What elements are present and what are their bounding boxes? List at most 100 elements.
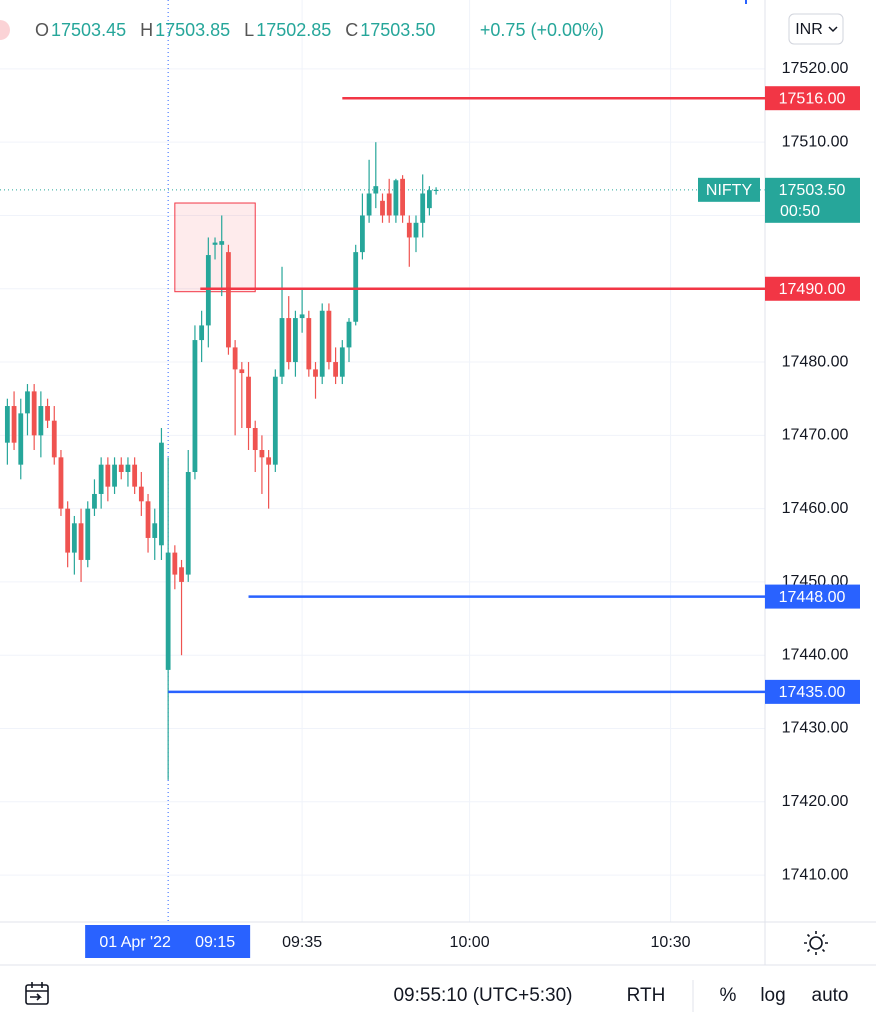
candle-body	[400, 178, 405, 216]
candle-body	[293, 318, 298, 363]
candle-body	[152, 523, 158, 538]
candle-body	[118, 464, 124, 472]
ohlc-key: L	[244, 20, 254, 40]
percent-toggle[interactable]: %	[720, 985, 737, 1006]
candle-body	[426, 190, 432, 209]
price-label-box	[765, 679, 860, 704]
candle-body	[299, 314, 305, 319]
candle-body	[205, 255, 211, 326]
candle-body	[25, 391, 30, 414]
y-tick-label: 17470.00	[782, 427, 849, 444]
candle-body	[279, 318, 285, 377]
candle-body	[85, 508, 91, 560]
candle-body	[239, 369, 245, 374]
candle-body	[45, 406, 50, 421]
symbol-label: NIFTY	[706, 182, 753, 199]
ohlc-key: H	[140, 20, 153, 40]
candle-body	[31, 391, 37, 436]
candle-body	[413, 222, 419, 238]
candle-body	[92, 493, 97, 509]
candle-body	[18, 413, 24, 465]
ohlc-value: 17503.45	[51, 20, 126, 40]
price-label: 17435.00	[779, 684, 846, 701]
candle-body	[51, 420, 57, 458]
currency[interactable]: INR	[795, 21, 823, 38]
candle-body	[212, 242, 218, 245]
candle-body	[266, 457, 272, 465]
candle-body	[78, 523, 84, 560]
price-label-box	[765, 584, 860, 609]
candle-body	[272, 376, 278, 465]
session[interactable]: RTH	[627, 985, 666, 1006]
x-tick-label: 09:35	[282, 934, 322, 951]
candle-body	[185, 471, 191, 575]
candle-body	[11, 406, 17, 443]
candle-body	[199, 325, 205, 341]
candle-body	[326, 310, 332, 363]
price-label: 17516.00	[779, 90, 846, 107]
candle-body	[159, 442, 164, 546]
candle-body	[346, 321, 352, 348]
last-price-box	[765, 177, 860, 223]
currency-button[interactable]	[788, 13, 844, 45]
candle-body	[38, 406, 44, 436]
ohlc-key: C	[345, 20, 358, 40]
candle-body	[366, 193, 372, 216]
crosshair-label-box	[85, 925, 251, 958]
y-tick-label: 17520.00	[782, 60, 849, 77]
log-toggle[interactable]: log	[760, 985, 785, 1006]
price-label-box	[765, 276, 860, 301]
price-label: 17490.00	[779, 281, 846, 298]
x-tick-label: 10:00	[450, 934, 490, 951]
ohlc-key: O	[35, 20, 49, 40]
y-tick-label: 17440.00	[782, 646, 849, 663]
y-tick-label: 17480.00	[782, 353, 849, 370]
candle-body	[306, 318, 312, 370]
candle-body	[145, 501, 151, 538]
candle-body	[313, 369, 318, 377]
candle-body	[420, 193, 426, 223]
candle-body	[58, 457, 64, 509]
crosshair-date: 01 Apr '22	[99, 934, 171, 951]
candle-body	[226, 252, 231, 348]
y-tick-label: 17460.00	[782, 500, 849, 517]
candle-body	[353, 252, 359, 322]
indicator-dot	[0, 20, 10, 40]
candle-body	[105, 464, 111, 487]
candle-body	[132, 464, 138, 487]
candle-body	[252, 428, 258, 451]
candle-body	[4, 406, 10, 443]
date-range-icon[interactable]	[25, 982, 49, 1005]
y-tick-label: 17410.00	[782, 866, 849, 883]
auto-toggle[interactable]: auto	[812, 985, 849, 1006]
timezone[interactable]: 09:55:10 (UTC+5:30)	[393, 985, 572, 1006]
change: +0.75 (+0.00%)	[480, 20, 604, 40]
price-label: 17448.00	[779, 589, 846, 606]
candle-body	[393, 180, 399, 216]
symbol-box	[698, 177, 760, 202]
x-tick-label: 10:30	[651, 934, 691, 951]
crosshair-time: 09:15	[195, 934, 235, 951]
candle-body	[259, 450, 265, 458]
ohlc-value: 17503.50	[360, 20, 435, 40]
y-tick-label: 17510.00	[782, 133, 849, 150]
candle-body	[219, 241, 225, 245]
y-tick-label: 17420.00	[782, 793, 849, 810]
settings-icon[interactable]	[804, 931, 828, 955]
candle-body	[138, 486, 144, 502]
candle-body	[319, 310, 325, 377]
plot-area	[0, 0, 765, 922]
candle-body	[125, 464, 131, 472]
candle-body	[65, 508, 71, 553]
candle-body	[433, 189, 439, 192]
candle-body	[232, 347, 238, 370]
candle-body	[373, 186, 379, 194]
candle-body	[380, 200, 385, 216]
candle-body	[192, 340, 198, 472]
candle-body	[165, 552, 171, 670]
candle-body	[246, 376, 251, 429]
candle-body	[360, 215, 365, 253]
candle-body	[71, 523, 77, 553]
